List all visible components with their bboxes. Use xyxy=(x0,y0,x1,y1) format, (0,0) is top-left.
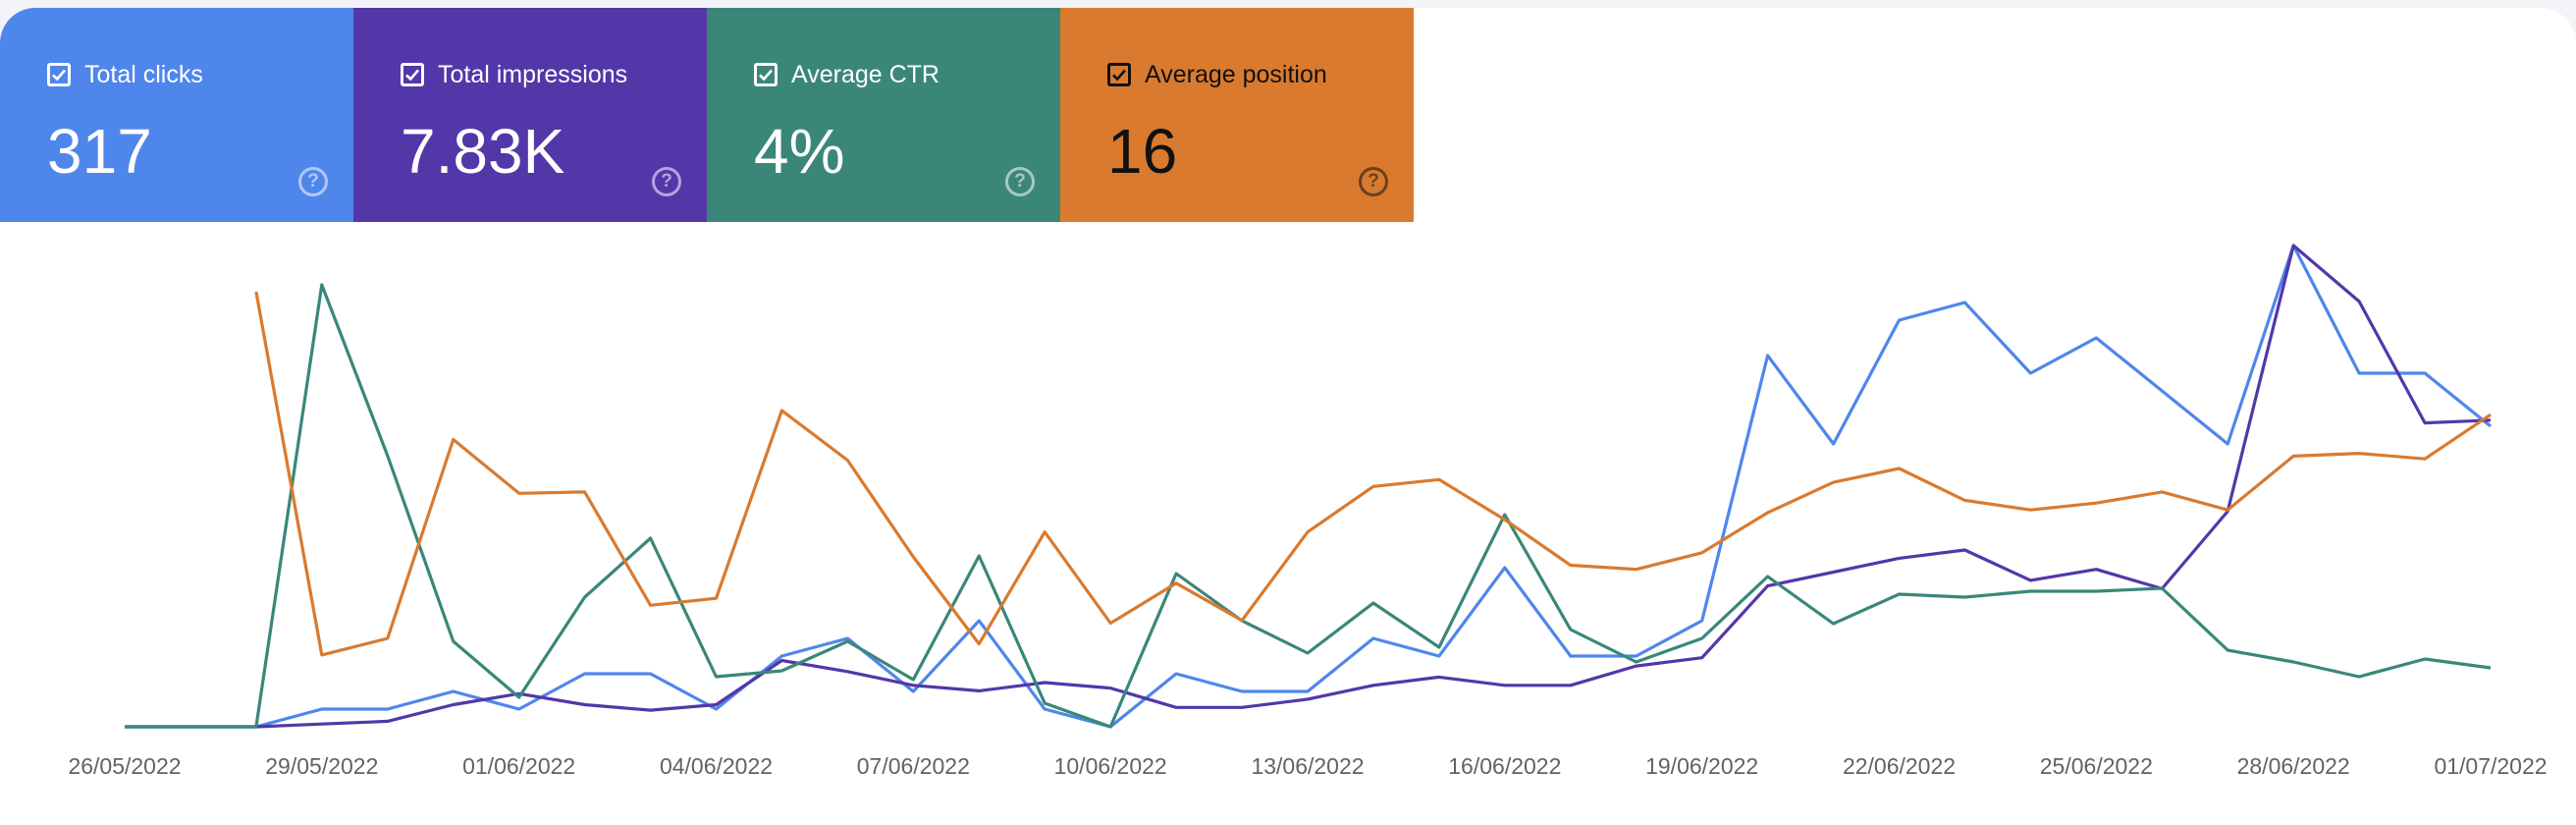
metric-cards: Total clicks 317 ? Total impressions 7.8… xyxy=(0,8,1414,222)
x-tick-label: 22/06/2022 xyxy=(1843,753,1956,779)
x-tick-label: 25/06/2022 xyxy=(2040,753,2153,779)
metric-label: Average position xyxy=(1145,60,1327,88)
metric-card-total-clicks[interactable]: Total clicks 317 ? xyxy=(0,8,353,222)
checkbox-checked-icon[interactable] xyxy=(754,63,778,86)
metric-card-average-position[interactable]: Average position 16 ? xyxy=(1060,8,1414,222)
x-tick-label: 13/06/2022 xyxy=(1251,753,1364,779)
help-icon[interactable]: ? xyxy=(298,167,328,196)
metric-label: Total impressions xyxy=(438,60,628,88)
x-tick-label: 19/06/2022 xyxy=(1645,753,1758,779)
help-icon[interactable]: ? xyxy=(652,167,681,196)
x-tick-label: 01/06/2022 xyxy=(462,753,575,779)
metric-card-average-ctr[interactable]: Average CTR 4% ? xyxy=(707,8,1060,222)
performance-line-chart: 26/05/2022 29/05/2022 01/06/2022 04/06/2022… xyxy=(68,244,2548,779)
help-icon[interactable]: ? xyxy=(1005,167,1035,196)
metric-label: Average CTR xyxy=(791,60,939,88)
metric-value: 16 xyxy=(1107,116,1178,187)
metric-value: 317 xyxy=(47,116,152,187)
checkbox-checked-icon[interactable] xyxy=(47,63,71,86)
series-line-total-clicks xyxy=(125,244,2493,729)
series-line-average-position xyxy=(254,291,2492,657)
x-tick-label: 29/05/2022 xyxy=(265,753,378,779)
x-tick-label: 04/06/2022 xyxy=(660,753,773,779)
metric-card-total-impressions[interactable]: Total impressions 7.83K ? xyxy=(353,8,707,222)
x-tick-label: 07/06/2022 xyxy=(857,753,970,779)
performance-card: Total clicks 317 ? Total impressions 7.8… xyxy=(0,8,2576,825)
checkbox-checked-icon[interactable] xyxy=(401,63,424,86)
metric-label: Total clicks xyxy=(84,60,203,88)
checkbox-checked-icon[interactable] xyxy=(1107,63,1131,86)
x-tick-label: 28/06/2022 xyxy=(2237,753,2350,779)
metric-value: 7.83K xyxy=(401,116,565,187)
x-tick-label: 26/05/2022 xyxy=(68,753,181,779)
series-line-average-ctr xyxy=(125,283,2492,729)
x-tick-label: 10/06/2022 xyxy=(1054,753,1167,779)
help-icon[interactable]: ? xyxy=(1359,167,1388,196)
metric-value: 4% xyxy=(754,116,845,187)
x-tick-label: 01/07/2022 xyxy=(2434,753,2547,779)
series-line-total-impressions xyxy=(125,244,2492,729)
x-tick-label: 16/06/2022 xyxy=(1448,753,1561,779)
